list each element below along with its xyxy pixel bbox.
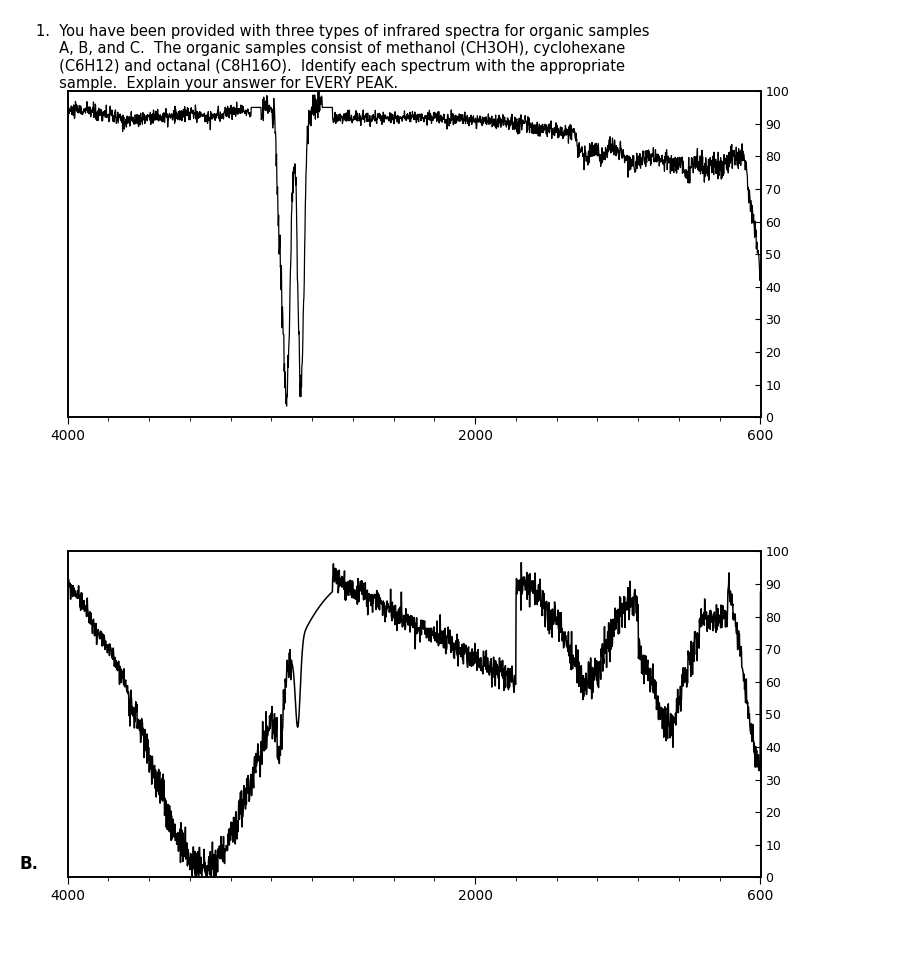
Text: 1.  You have been provided with three types of infrared spectra for organic samp: 1. You have been provided with three typ… xyxy=(36,24,650,91)
Text: B.: B. xyxy=(20,854,39,873)
